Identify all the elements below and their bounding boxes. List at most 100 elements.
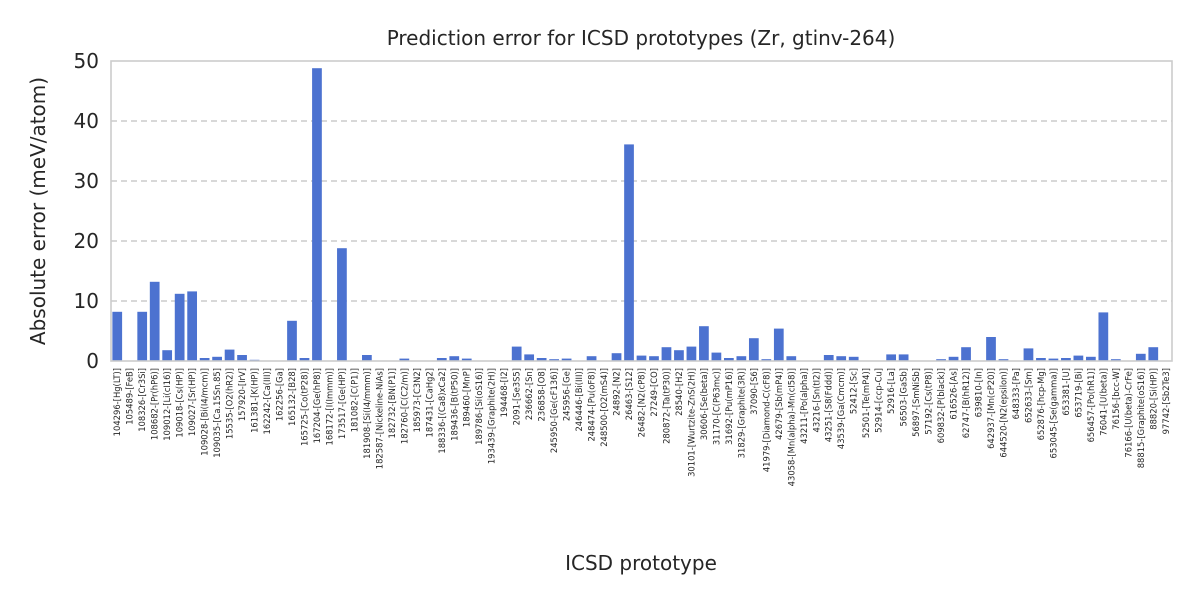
x-tick-label: 189460-[MnP] — [462, 368, 472, 427]
x-tick-label: 27249-[CO] — [649, 368, 659, 417]
bar — [212, 356, 222, 361]
x-tick-label: 642937-[Mn(cP20)] — [986, 368, 996, 449]
bar — [1073, 355, 1084, 361]
bar — [1098, 312, 1109, 361]
bar — [649, 356, 659, 361]
bar — [948, 356, 959, 361]
bar — [986, 337, 996, 361]
x-tick-label: 88815-[Graphite(oS16)] — [1136, 368, 1146, 468]
x-tick-label: 76166-[U(beta)-CrFe] — [1123, 368, 1133, 458]
x-tick-label: 30606-[Se(beta)] — [699, 368, 709, 440]
x-tick-label: 245950-[Ge(cF136)] — [549, 368, 559, 453]
x-tick-label: 173517-[Ge(HP)] — [337, 368, 347, 439]
bar — [561, 358, 572, 361]
x-tick-label: 76156-[bcc-W] — [1111, 368, 1121, 430]
bar — [1048, 358, 1059, 361]
x-tick-label: 181908-[Si(I4/mmm)] — [362, 368, 372, 459]
bar — [1148, 347, 1159, 361]
x-tick-label: 62747-[B(hR12)] — [961, 368, 971, 438]
x-tick-label: 182587-[Nickeline-NiAs] — [374, 368, 384, 469]
x-tick-label: 644520-[N2(epsilon)] — [998, 368, 1008, 458]
bars — [112, 68, 1159, 361]
x-tick-label: 182760-[C(C2/m)] — [399, 368, 409, 444]
x-tick-label: 609832-[P(black)] — [936, 368, 946, 443]
chart-title: Prediction error for ICSD prototypes (Zr… — [387, 26, 896, 50]
x-tick-label: 165132-[B28] — [287, 368, 297, 426]
x-tick-label: 37090-[S6] — [749, 368, 759, 415]
x-tick-label: 162256-[Ga] — [275, 368, 285, 421]
x-tick-label: 42679-[Sb(mP4)] — [774, 368, 784, 440]
bar — [399, 358, 410, 361]
bar — [998, 359, 1009, 361]
x-tick-label: 109035-[Ca.15Sn.85] — [212, 368, 222, 458]
x-tick-label: 26463-[S12] — [624, 368, 634, 420]
bar — [187, 291, 198, 361]
bar — [362, 355, 372, 361]
x-tick-label: 185973-[C3N2] — [412, 368, 422, 432]
x-tick-label: 188336-[(Ca8)xCa2] — [437, 368, 447, 454]
x-tick-label: 653045-[Se(gamma)] — [1048, 368, 1058, 458]
bar — [611, 353, 622, 361]
x-tick-label: 157920-[IrV] — [237, 368, 247, 421]
x-tick-label: 280872-[Ta(tP30)] — [661, 368, 671, 444]
y-tick-label: 0 — [86, 349, 99, 373]
x-tick-label: 236858-[O8] — [537, 368, 547, 421]
bar — [1135, 353, 1146, 361]
x-tick-label: 109027-[Sr(HP)] — [187, 368, 197, 436]
x-tick-label: 189786-[Si(oS16)] — [474, 368, 484, 445]
x-tick-label: 652633-[Sm] — [1023, 368, 1033, 423]
x-tick-label: 56503-[GaSb] — [899, 368, 909, 426]
bar — [536, 358, 547, 361]
bar — [299, 358, 310, 361]
gridlines — [111, 120, 1172, 302]
x-tick-label: 109028-[Bi(I4/mcm)] — [200, 368, 210, 456]
x-tick-label: 236662-[Sn] — [524, 368, 534, 420]
x-tick-label: 108682-[Pr(hP6)] — [150, 368, 160, 440]
x-tick-label: 168172-[I(Immm)] — [324, 368, 334, 445]
y-tick-label: 40 — [74, 109, 99, 133]
y-tick-labels: 0 10 20 30 40 50 — [74, 49, 99, 373]
bar — [461, 358, 472, 361]
x-tick-label: 182732-[BN(P1)] — [387, 368, 397, 438]
bar — [199, 358, 210, 361]
bar — [686, 346, 697, 361]
x-tick-label: 181082-[C(P1)] — [349, 368, 359, 432]
bar — [624, 144, 634, 361]
x-tick-label: 161381-[K(HP)] — [250, 368, 260, 433]
y-tick-label: 10 — [74, 289, 99, 313]
bar — [724, 358, 734, 361]
x-tick-label: 57192-[Cs(tP8)] — [924, 368, 934, 435]
bar — [549, 359, 559, 361]
bar — [337, 248, 347, 361]
bar — [149, 281, 160, 361]
x-tick-label: 189436-[B(tP50)] — [449, 368, 459, 441]
x-tick-labels: 104296-[Hg(LT)] 105489-[FeB] 108326-[Cr3Si… — [112, 368, 1171, 486]
bar — [898, 354, 909, 361]
x-tick-label: 26482-[N2(cP8)] — [637, 368, 647, 437]
bar — [836, 356, 847, 361]
x-axis-label: ICSD prototype — [565, 551, 717, 575]
bar — [848, 356, 859, 361]
bar — [224, 349, 235, 361]
x-tick-label: 246446-[Bi(III)] — [574, 368, 584, 432]
x-tick-label: 24892-[N2] — [612, 368, 622, 416]
bar — [786, 356, 797, 361]
x-tick-label: 43539-[Ga(Cmcm)] — [836, 368, 846, 449]
x-tick-label: 31692-[Pu(mP16)] — [724, 368, 734, 445]
bar — [436, 358, 447, 361]
bar — [586, 356, 597, 361]
bar — [287, 320, 297, 361]
bar — [1085, 356, 1096, 361]
bar — [674, 350, 684, 361]
x-tick-label: 2091-[Se3S5] — [512, 368, 522, 425]
bar — [699, 326, 709, 361]
bar — [761, 359, 772, 361]
x-tick-label: 31170-[C(P63mc)] — [711, 368, 721, 445]
x-tick-label: 167204-[Ge(hP8)] — [312, 368, 322, 443]
x-tick-label: 656457-[Po(hR1)] — [1086, 368, 1096, 442]
bar — [137, 311, 148, 361]
x-tick-label: 31829-[Graphite(3R)] — [736, 368, 746, 458]
x-tick-label: 52914-[ccp-Cu] — [874, 368, 884, 433]
bar — [449, 356, 460, 361]
